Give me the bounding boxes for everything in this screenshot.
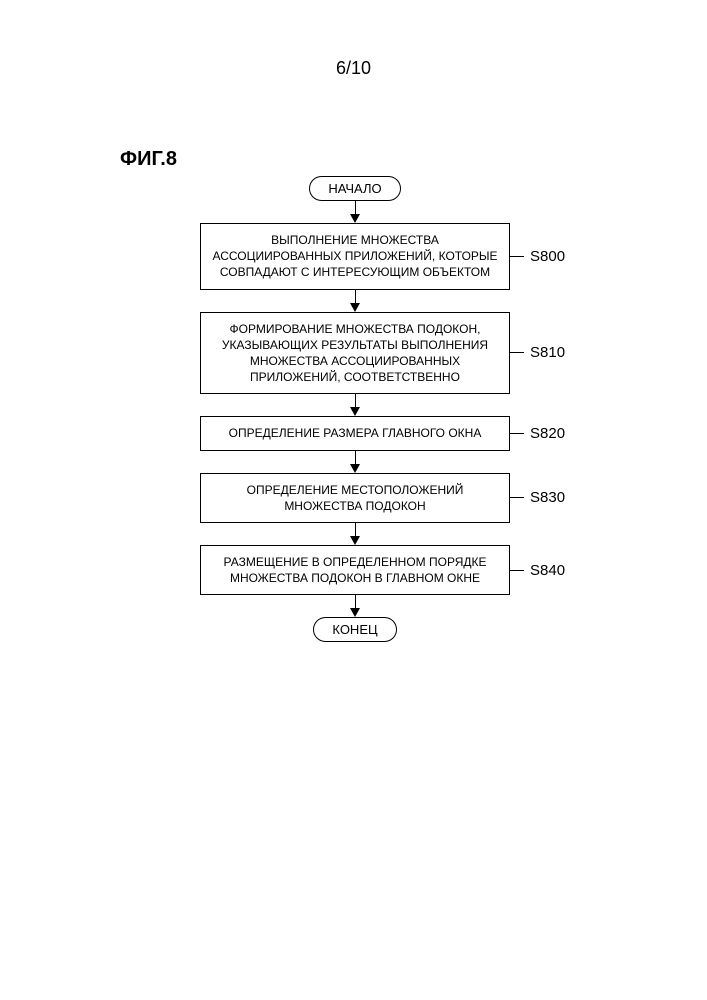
page: 6/10 ФИГ.8 НАЧАЛО ВЫПОЛНЕНИЕ МНОЖЕСТВА А… bbox=[0, 0, 707, 1000]
arrow-icon bbox=[350, 451, 360, 473]
terminator-end: КОНЕЦ bbox=[313, 617, 396, 642]
process-box: ФОРМИРОВАНИЕ МНОЖЕСТВА ПОДОКОН, УКАЗЫВАЮ… bbox=[200, 312, 510, 395]
arrow-head-icon bbox=[350, 608, 360, 617]
arrow-head-icon bbox=[350, 214, 360, 223]
page-number: 6/10 bbox=[0, 58, 707, 79]
connector-tick-icon bbox=[510, 256, 524, 257]
step-label: S800 bbox=[530, 248, 565, 265]
arrow-icon bbox=[350, 523, 360, 545]
step-label: S810 bbox=[530, 344, 565, 361]
connector-tick-icon bbox=[510, 433, 524, 434]
terminator-start: НАЧАЛО bbox=[309, 176, 400, 201]
process-box: ВЫПОЛНЕНИЕ МНОЖЕСТВА АССОЦИИРОВАННЫХ ПРИ… bbox=[200, 223, 510, 290]
arrow-shaft bbox=[355, 394, 356, 408]
figure-label: ФИГ.8 bbox=[120, 148, 177, 171]
step-label-connector: S800 bbox=[510, 248, 565, 265]
arrow-icon bbox=[350, 290, 360, 312]
arrow-shaft bbox=[355, 523, 356, 537]
arrow-shaft bbox=[355, 595, 356, 609]
step-label-connector: S810 bbox=[510, 344, 565, 361]
step-label-connector: S840 bbox=[510, 562, 565, 579]
arrow-head-icon bbox=[350, 464, 360, 473]
step-label-connector: S820 bbox=[510, 425, 565, 442]
arrow-head-icon bbox=[350, 303, 360, 312]
process-step: ОПРЕДЕЛЕНИЕ МЕСТОПОЛОЖЕНИЙ МНОЖЕСТВА ПОД… bbox=[120, 473, 590, 523]
arrow-icon bbox=[350, 201, 360, 223]
arrow-shaft bbox=[355, 290, 356, 304]
process-step: ФОРМИРОВАНИЕ МНОЖЕСТВА ПОДОКОН, УКАЗЫВАЮ… bbox=[120, 312, 590, 395]
step-label-connector: S830 bbox=[510, 489, 565, 506]
arrow-head-icon bbox=[350, 536, 360, 545]
connector-tick-icon bbox=[510, 497, 524, 498]
arrow-icon bbox=[350, 394, 360, 416]
arrow-shaft bbox=[355, 451, 356, 465]
connector-tick-icon bbox=[510, 570, 524, 571]
step-label: S820 bbox=[530, 425, 565, 442]
process-box: ОПРЕДЕЛЕНИЕ МЕСТОПОЛОЖЕНИЙ МНОЖЕСТВА ПОД… bbox=[200, 473, 510, 523]
process-box: ОПРЕДЕЛЕНИЕ РАЗМЕРА ГЛАВНОГО ОКНА bbox=[200, 416, 510, 450]
process-step: ОПРЕДЕЛЕНИЕ РАЗМЕРА ГЛАВНОГО ОКНА S820 bbox=[120, 416, 590, 450]
process-box: РАЗМЕЩЕНИЕ В ОПРЕДЕЛЕННОМ ПОРЯДКЕ МНОЖЕС… bbox=[200, 545, 510, 595]
process-step: РАЗМЕЩЕНИЕ В ОПРЕДЕЛЕННОМ ПОРЯДКЕ МНОЖЕС… bbox=[120, 545, 590, 595]
step-label: S840 bbox=[530, 562, 565, 579]
arrow-shaft bbox=[355, 201, 356, 215]
connector-tick-icon bbox=[510, 352, 524, 353]
step-label: S830 bbox=[530, 489, 565, 506]
arrow-icon bbox=[350, 595, 360, 617]
flowchart: НАЧАЛО ВЫПОЛНЕНИЕ МНОЖЕСТВА АССОЦИИРОВАН… bbox=[120, 176, 590, 642]
arrow-head-icon bbox=[350, 407, 360, 416]
process-step: ВЫПОЛНЕНИЕ МНОЖЕСТВА АССОЦИИРОВАННЫХ ПРИ… bbox=[120, 223, 590, 290]
